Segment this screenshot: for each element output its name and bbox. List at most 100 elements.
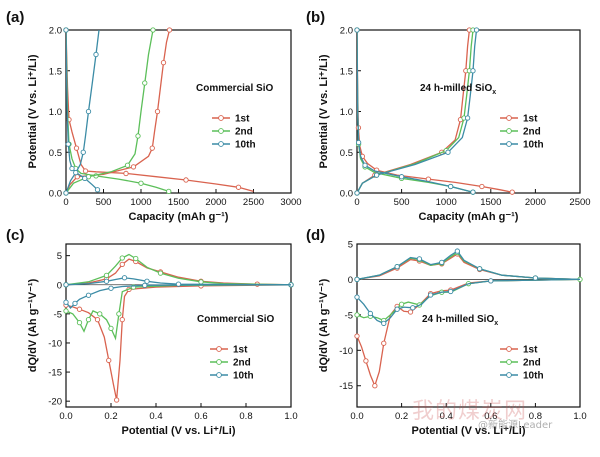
series-line-10th (66, 30, 100, 193)
data-point-10th (63, 299, 69, 305)
legend-marker (506, 346, 512, 352)
panel-label: (b) (306, 9, 325, 26)
x-tick-label: 0.8 (529, 411, 542, 422)
data-point-10th (362, 162, 368, 168)
y-tick-label: -15 (339, 381, 353, 392)
x-axis-label: Capacity (mAh g⁻¹) (129, 211, 229, 223)
sample-annotation: 24 h-milled SiOx (420, 83, 496, 96)
data-point-10th (427, 292, 434, 298)
data-point-10th (93, 51, 99, 58)
watermark-text: 我的煤炭网 (412, 399, 528, 424)
y-tick-label: 0.5 (49, 148, 62, 159)
data-point-10th (532, 275, 539, 281)
data-point-2nd (198, 279, 204, 285)
data-point-10th (85, 108, 92, 115)
sample-annotation: 24 h-milled SiOx (422, 314, 498, 327)
legend-marker (506, 359, 512, 365)
y-tick-label: 0.0 (340, 189, 353, 200)
data-point-2nd (103, 272, 110, 279)
annotation-subscript: x (494, 320, 498, 327)
data-point-10th (373, 172, 380, 178)
data-point-10th (354, 27, 360, 33)
x-tick-label: 0.4 (440, 411, 453, 422)
data-point-2nd (76, 319, 83, 326)
data-point-10th (367, 310, 374, 317)
data-point-10th (175, 281, 182, 287)
data-point-10th (355, 139, 362, 146)
series-line-10th (66, 284, 291, 309)
data-point-10th (108, 285, 114, 291)
annotation-subscript: x (492, 89, 496, 96)
series-line-10th (357, 30, 474, 193)
y-tick-label: 1.5 (340, 66, 353, 77)
x-tick-label: 0.0 (350, 411, 363, 422)
x-tick-label: 0 (354, 197, 359, 208)
data-point-10th (448, 183, 454, 190)
data-point-10th (398, 174, 405, 180)
series-line-1st (357, 30, 513, 193)
data-point-2nd (133, 255, 139, 262)
data-point-10th (439, 259, 445, 266)
watermark-sub: @新能源Leader (478, 420, 553, 431)
legend-label: 10th (523, 140, 544, 151)
data-point-10th (94, 187, 101, 193)
legend-marker (506, 128, 512, 134)
series-line-1st (357, 253, 580, 281)
x-tick-label: 3000 (280, 197, 301, 208)
y-tick-label: -5 (54, 309, 62, 320)
legend-label: 10th (523, 371, 544, 382)
data-point-2nd (85, 317, 92, 323)
series-line-10th (66, 277, 291, 286)
data-point-1st (154, 108, 161, 115)
data-point-10th (416, 256, 423, 262)
series-line-1st (66, 284, 291, 401)
x-tick-label: 0.6 (484, 411, 497, 422)
series-line-1st (357, 278, 580, 388)
sample-annotation: Commercial SiO (197, 314, 274, 325)
data-point-10th (470, 189, 476, 195)
data-point-10th (470, 68, 476, 74)
series-line-1st (66, 258, 291, 286)
y-tick-label: -10 (48, 338, 62, 349)
legend-label: 10th (235, 140, 256, 151)
data-point-1st (407, 309, 414, 315)
y-tick-label: -10 (339, 346, 353, 357)
y-tick-label: -15 (48, 368, 62, 379)
data-point-1st (130, 164, 137, 170)
y-tick-label: 2.0 (49, 26, 62, 37)
data-point-10th (69, 165, 75, 172)
legend-label: 2nd (233, 358, 251, 369)
legend-marker (506, 372, 512, 378)
x-tick-label: 1.0 (284, 411, 297, 422)
data-point-2nd (124, 162, 131, 168)
series-line-10th (357, 278, 580, 325)
legend-label: 2nd (523, 358, 541, 369)
data-point-10th (82, 175, 88, 181)
data-point-1st (123, 170, 129, 177)
x-tick-label: 500 (96, 197, 112, 208)
data-point-2nd (108, 325, 114, 332)
panel-label: (a) (6, 9, 24, 26)
data-point-1st (119, 317, 125, 323)
chart-2: (b) 0 500 1000 1500 2000 2500 0.0 0.5 1.0 1.5 2.0 Ca… (306, 9, 591, 223)
data-point-10th (63, 282, 69, 288)
panel-label: (c) (6, 227, 24, 244)
data-point-10th (394, 264, 400, 270)
legend-marker (506, 115, 512, 121)
legend-marker (218, 141, 224, 147)
x-tick-label: 0.6 (194, 411, 207, 422)
data-point-10th (72, 300, 78, 307)
data-point-10th (410, 305, 416, 311)
data-point-1st (372, 383, 378, 389)
data-point-10th (488, 278, 494, 284)
x-tick-label: 0.0 (59, 411, 72, 422)
x-tick-label: 2500 (243, 197, 264, 208)
x-axis-label: Potential (V vs. Li⁺/Li) (412, 425, 526, 437)
x-tick-label: 1000 (130, 197, 151, 208)
legend-label: 1st (233, 345, 248, 356)
x-tick-label: 0.8 (239, 411, 252, 422)
series-line-10th (357, 30, 478, 193)
series-line-2nd (357, 251, 580, 281)
chart-4: (d) 0.0 0.2 0.4 0.6 0.8 1.0 5 0 -5 -10 -15 Potential… (306, 227, 587, 437)
data-point-10th (85, 292, 92, 298)
